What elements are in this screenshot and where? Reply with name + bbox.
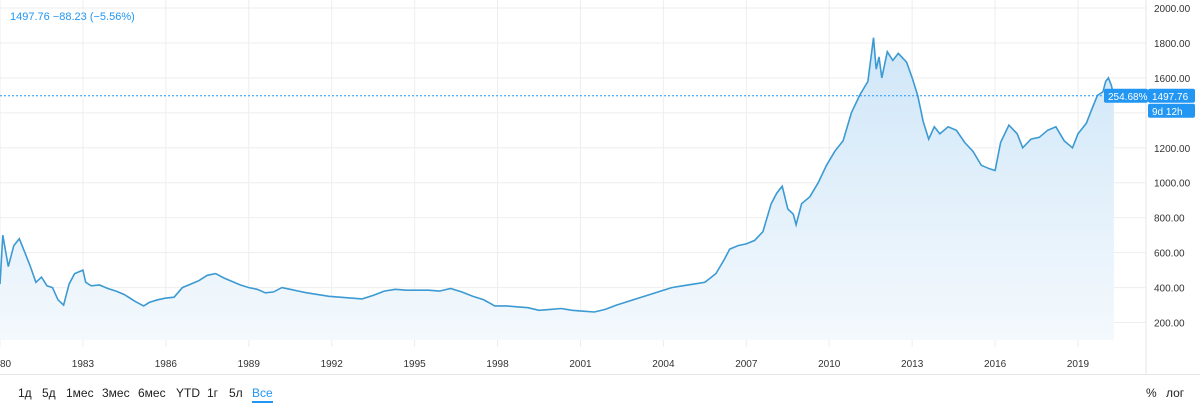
percent-tag [1104, 88, 1148, 103]
x-tick-label: 2013 [901, 359, 924, 370]
x-tick-label: 1995 [403, 359, 426, 370]
countdown-tag [1148, 103, 1195, 118]
x-tick-label: 1998 [486, 359, 509, 370]
x-tick-label: 1986 [155, 359, 178, 370]
y-tick-label: 1600.00 [1154, 74, 1191, 85]
x-tick-label: 2010 [818, 359, 841, 370]
range-button-3m[interactable]: 3мес [102, 386, 130, 400]
change-percent: (−5.56%) [89, 11, 135, 23]
y-tick-label: 1800.00 [1154, 39, 1191, 50]
percent-scale-toggle[interactable]: % [1146, 386, 1157, 400]
y-tick-label: 1200.00 [1154, 144, 1191, 155]
y-tick-label: 1000.00 [1154, 179, 1191, 190]
x-tick-label: 2007 [735, 359, 758, 370]
y-tick-label: 2000.00 [1154, 4, 1191, 15]
x-tick-label: 2004 [652, 359, 675, 370]
range-button-1d[interactable]: 1д [18, 386, 32, 400]
price-chart[interactable]: 2000.001800.001600.001400.001200.001000.… [0, 0, 1200, 374]
log-scale-toggle[interactable]: лог [1166, 386, 1185, 400]
range-button-ytd[interactable]: YTD [176, 386, 200, 400]
y-axis-labels: 2000.001800.001600.001400.001200.001000.… [1154, 4, 1191, 330]
price-tag [1148, 88, 1195, 103]
x-tick-label: 2019 [1067, 359, 1090, 370]
range-button-5y[interactable]: 5л [229, 386, 243, 400]
y-tick-label: 800.00 [1154, 214, 1185, 225]
x-tick-label: 2001 [569, 359, 592, 370]
price-tag-label: 1497.76 [1152, 92, 1189, 103]
y-tick-label: 200.00 [1154, 319, 1185, 330]
price-line [0, 37, 1115, 313]
range-button-1m[interactable]: 1мес [66, 386, 94, 400]
price-readout: 1497.76 −88.23 (−5.56%) [10, 11, 135, 23]
range-button-1y[interactable]: 1г [207, 386, 219, 400]
x-tick-label: 2016 [984, 359, 1007, 370]
x-tick-label: 1983 [72, 359, 95, 370]
x-axis-labels: 1980 1983 1986 1989 1992 1995 1998 2001 2004 2007… [0, 359, 1090, 370]
last-price-value: 1497.76 [10, 11, 50, 23]
change-value: −88.23 [52, 11, 87, 23]
x-tick-label: 1989 [238, 359, 261, 370]
range-toolbar: 1д 5д 1мес 3мес 6мес YTD 1г 5л Все % лог [0, 374, 1200, 412]
countdown-tag-label: 9d 12h [1152, 107, 1183, 118]
range-button-6m[interactable]: 6мес [138, 386, 166, 400]
x-tick-label: 1980 [0, 359, 12, 370]
price-tags: 254.68% 1497.76 9d 12h [1104, 88, 1195, 118]
price-area [0, 37, 1114, 340]
y-tick-label: 600.00 [1154, 249, 1185, 260]
range-button-5d[interactable]: 5д [42, 386, 56, 400]
x-tick-label: 1992 [321, 359, 344, 370]
y-tick-label: 400.00 [1154, 284, 1185, 295]
percent-tag-label: 254.68% [1108, 92, 1148, 103]
range-button-all[interactable]: Все [252, 386, 273, 403]
